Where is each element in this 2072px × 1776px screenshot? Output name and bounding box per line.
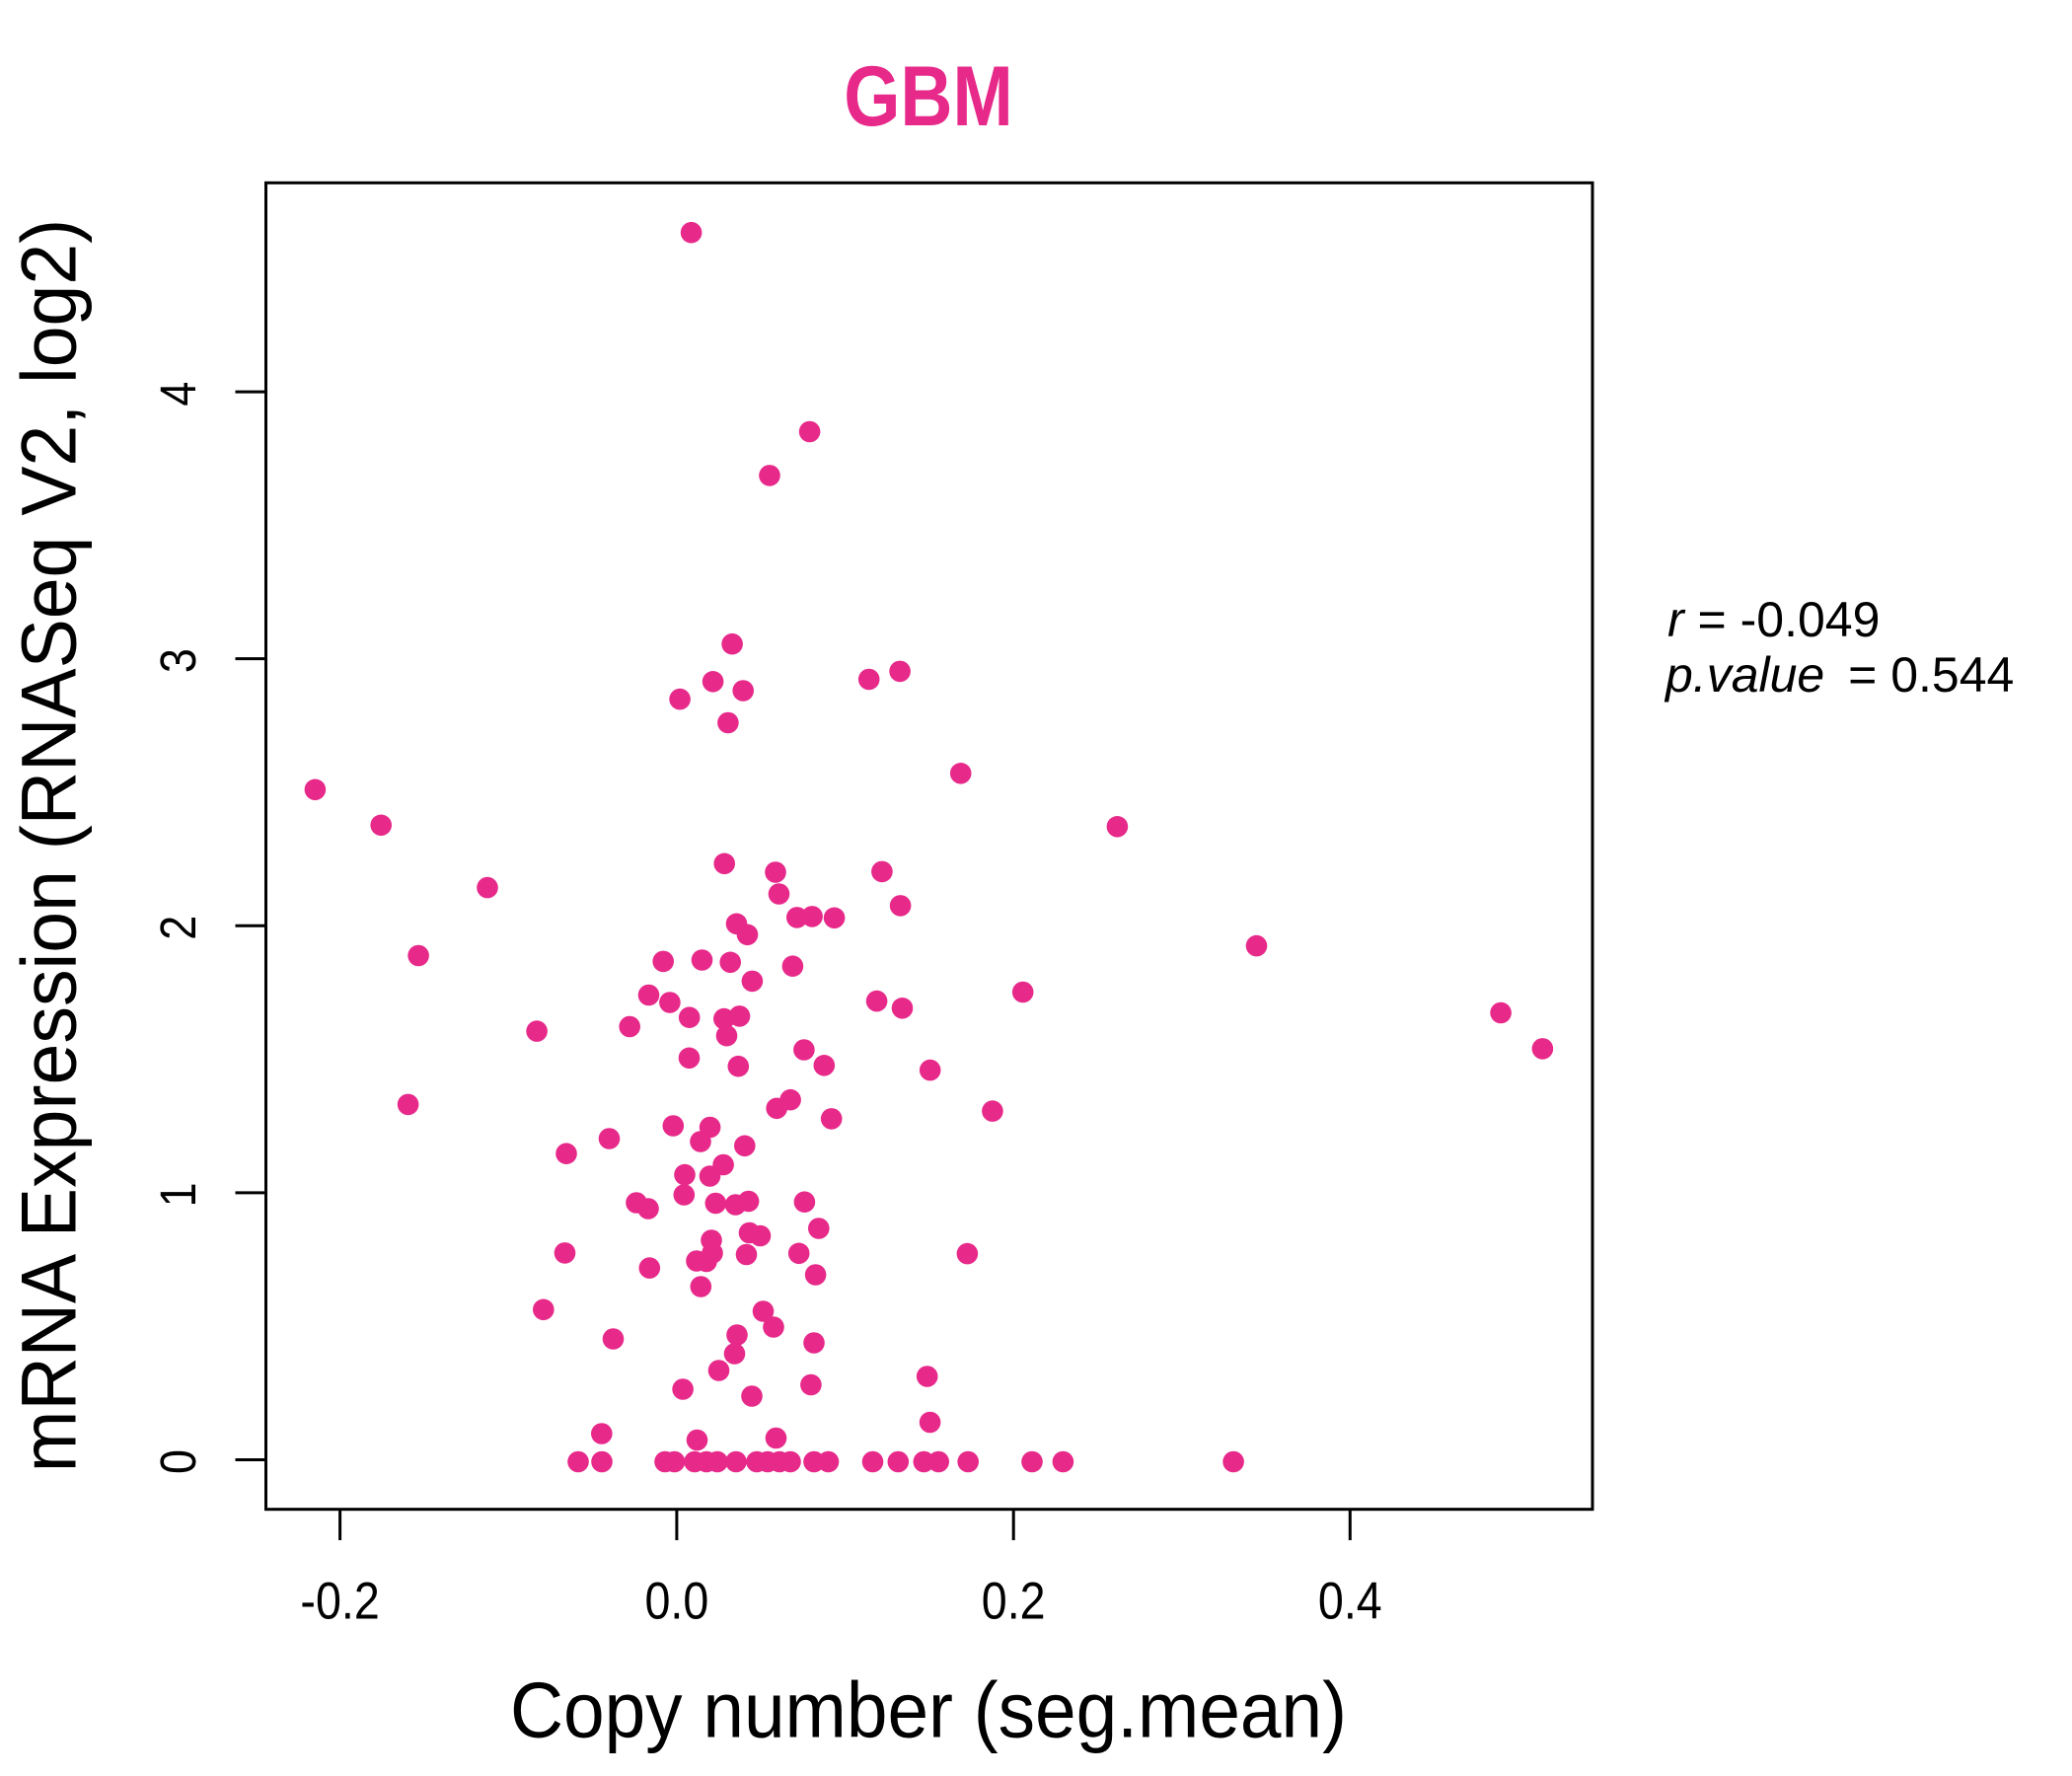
svg-text:1: 1 — [151, 1182, 206, 1207]
svg-text:0.4: 0.4 — [1318, 1572, 1382, 1630]
svg-text:r = -0.049: r = -0.049 — [1667, 592, 1880, 647]
svg-text:2: 2 — [151, 916, 206, 940]
svg-text:-0.2: -0.2 — [300, 1572, 379, 1630]
svg-text:0.0: 0.0 — [644, 1572, 708, 1630]
svg-text:p.value = 0.544: p.value = 0.544 — [1664, 647, 2014, 703]
svg-text:mRNA Expression (RNASeq V2, lo: mRNA Expression (RNASeq V2, log2) — [6, 219, 93, 1472]
svg-text:4: 4 — [151, 382, 206, 407]
svg-text:3: 3 — [151, 648, 206, 673]
svg-text:0: 0 — [151, 1449, 206, 1474]
svg-text:Copy number (seg.mean): Copy number (seg.mean) — [510, 1666, 1347, 1754]
svg-text:GBM: GBM — [844, 49, 1013, 144]
svg-text:0.2: 0.2 — [982, 1572, 1046, 1630]
